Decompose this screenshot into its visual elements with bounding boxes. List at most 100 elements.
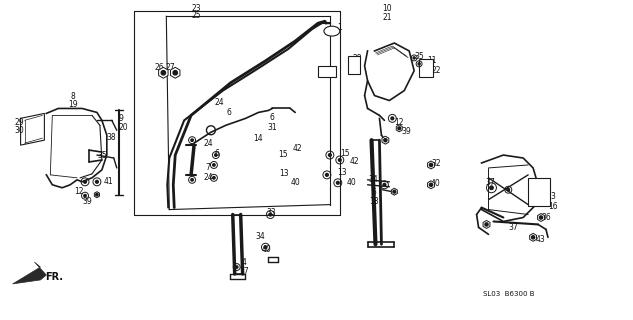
Polygon shape <box>396 125 403 132</box>
Text: 1: 1 <box>337 23 342 32</box>
Circle shape <box>429 183 432 186</box>
FancyBboxPatch shape <box>318 66 336 77</box>
Circle shape <box>191 139 193 141</box>
Text: 27: 27 <box>165 63 175 72</box>
Text: 43: 43 <box>535 235 545 244</box>
Text: 13: 13 <box>280 169 289 178</box>
Circle shape <box>213 177 215 179</box>
Text: 15: 15 <box>279 149 288 158</box>
Text: 6: 6 <box>270 113 275 122</box>
Text: 12: 12 <box>394 118 404 127</box>
Polygon shape <box>13 262 46 284</box>
Text: 15: 15 <box>340 148 349 157</box>
Text: 29: 29 <box>15 118 25 127</box>
Text: 4: 4 <box>241 258 246 267</box>
Text: 39: 39 <box>401 127 411 136</box>
Text: 6: 6 <box>227 108 231 117</box>
Circle shape <box>507 188 510 191</box>
Polygon shape <box>391 188 398 195</box>
Text: 8: 8 <box>71 92 75 101</box>
Text: 36: 36 <box>541 213 551 222</box>
Text: FR.: FR. <box>46 272 63 282</box>
Circle shape <box>84 180 87 183</box>
Text: 19: 19 <box>68 100 78 109</box>
Text: 34: 34 <box>256 232 265 241</box>
Circle shape <box>191 179 193 181</box>
Circle shape <box>269 213 272 216</box>
Polygon shape <box>159 67 168 78</box>
Text: 32: 32 <box>431 159 441 168</box>
Polygon shape <box>170 67 180 78</box>
Circle shape <box>398 127 401 130</box>
Circle shape <box>215 154 217 156</box>
Polygon shape <box>530 233 537 241</box>
Circle shape <box>532 236 535 239</box>
Circle shape <box>539 216 542 219</box>
Circle shape <box>383 183 385 186</box>
Circle shape <box>429 164 432 166</box>
Text: 40: 40 <box>347 178 356 187</box>
Text: 34: 34 <box>368 175 379 184</box>
Text: 42: 42 <box>292 144 302 153</box>
Text: 37: 37 <box>508 223 518 232</box>
Text: 31: 31 <box>268 123 277 132</box>
Text: 10: 10 <box>382 4 392 13</box>
Circle shape <box>235 266 238 268</box>
Text: 40: 40 <box>431 179 441 188</box>
Text: 42: 42 <box>350 157 360 166</box>
Text: 5: 5 <box>371 188 376 197</box>
Text: 13: 13 <box>337 168 347 177</box>
Text: 24: 24 <box>203 139 213 148</box>
Text: 30: 30 <box>15 126 25 135</box>
Circle shape <box>325 173 329 176</box>
Circle shape <box>485 223 488 226</box>
Circle shape <box>96 194 98 196</box>
Text: 21: 21 <box>382 13 392 22</box>
Polygon shape <box>382 136 389 144</box>
Text: 12: 12 <box>74 187 84 196</box>
Circle shape <box>264 246 267 249</box>
Circle shape <box>173 71 177 75</box>
Polygon shape <box>427 181 434 189</box>
Text: 2: 2 <box>330 66 335 75</box>
Text: 14: 14 <box>254 134 263 143</box>
Polygon shape <box>94 192 99 198</box>
Text: 24: 24 <box>214 98 223 107</box>
Text: 41: 41 <box>104 177 114 186</box>
Circle shape <box>490 186 493 189</box>
Circle shape <box>336 181 339 184</box>
Ellipse shape <box>324 26 340 36</box>
Text: 7: 7 <box>206 164 210 172</box>
Circle shape <box>384 139 387 142</box>
Text: 6: 6 <box>215 148 219 157</box>
Text: 35: 35 <box>97 150 107 160</box>
Text: 20: 20 <box>119 123 128 132</box>
Text: 23: 23 <box>191 4 201 13</box>
Text: 9: 9 <box>118 114 123 123</box>
Circle shape <box>329 154 331 156</box>
Circle shape <box>391 117 394 120</box>
Text: 37: 37 <box>486 178 496 187</box>
Circle shape <box>418 63 420 65</box>
Text: 38: 38 <box>106 133 116 142</box>
Text: 28: 28 <box>353 54 362 63</box>
Circle shape <box>96 180 98 183</box>
Text: 35: 35 <box>414 52 424 61</box>
Circle shape <box>213 164 215 166</box>
Text: 22: 22 <box>431 66 441 75</box>
Text: 25: 25 <box>191 11 201 20</box>
Text: 26: 26 <box>154 63 164 72</box>
Circle shape <box>84 195 86 197</box>
Circle shape <box>393 190 396 193</box>
Text: 40: 40 <box>261 245 272 254</box>
Polygon shape <box>537 213 544 221</box>
Text: 18: 18 <box>369 197 379 206</box>
Circle shape <box>339 159 341 161</box>
Text: 39: 39 <box>82 197 92 206</box>
Text: 3: 3 <box>551 192 555 201</box>
Text: 11: 11 <box>427 56 437 65</box>
Polygon shape <box>427 161 434 169</box>
Text: 33: 33 <box>266 208 276 217</box>
FancyBboxPatch shape <box>348 56 360 74</box>
Text: 17: 17 <box>239 267 248 276</box>
